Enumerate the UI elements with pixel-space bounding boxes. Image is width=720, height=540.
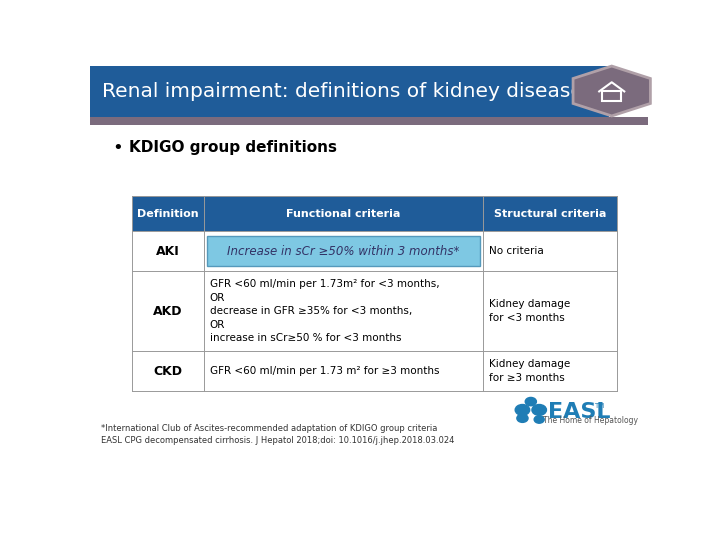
Polygon shape (573, 66, 650, 116)
Circle shape (525, 397, 536, 406)
Text: EASL: EASL (548, 402, 610, 422)
Text: No criteria: No criteria (489, 246, 544, 256)
Text: Kidney damage
for ≥3 months: Kidney damage for ≥3 months (489, 360, 570, 383)
Circle shape (532, 404, 546, 415)
Text: Kidney damage
for <3 months: Kidney damage for <3 months (489, 300, 570, 323)
Text: Renal impairment: definitions of kidney disease: Renal impairment: definitions of kidney … (102, 82, 583, 100)
Text: Increase in sCr ≥50% within 3 months*: Increase in sCr ≥50% within 3 months* (228, 245, 460, 258)
Circle shape (516, 404, 530, 415)
Text: Definition: Definition (138, 208, 199, 219)
Text: TM: TM (594, 403, 604, 409)
FancyBboxPatch shape (90, 117, 648, 125)
FancyBboxPatch shape (90, 66, 609, 117)
Text: *International Club of Ascites-recommended adaptation of KDIGO group criteria: *International Club of Ascites-recommend… (101, 424, 438, 433)
Text: •: • (112, 139, 123, 157)
Text: The Home of Hepatology: The Home of Hepatology (543, 416, 638, 426)
Text: Structural criteria: Structural criteria (494, 208, 606, 219)
Text: CKD: CKD (153, 364, 182, 377)
Text: AKI: AKI (156, 245, 180, 258)
Text: Functional criteria: Functional criteria (287, 208, 401, 219)
Text: GFR <60 ml/min per 1.73 m² for ≥3 months: GFR <60 ml/min per 1.73 m² for ≥3 months (210, 366, 439, 376)
FancyBboxPatch shape (207, 237, 480, 266)
FancyBboxPatch shape (132, 196, 617, 231)
Text: GFR <60 ml/min per 1.73m² for <3 months,
OR
decrease in GFR ≥35% for <3 months,
: GFR <60 ml/min per 1.73m² for <3 months,… (210, 279, 439, 343)
Circle shape (534, 416, 544, 423)
Text: KDIGO group definitions: KDIGO group definitions (129, 140, 337, 156)
Text: AKD: AKD (153, 305, 183, 318)
Circle shape (517, 414, 528, 422)
Text: EASL CPG decompensated cirrhosis. J Hepatol 2018;doi: 10.1016/j.jhep.2018.03.024: EASL CPG decompensated cirrhosis. J Hepa… (101, 436, 454, 446)
